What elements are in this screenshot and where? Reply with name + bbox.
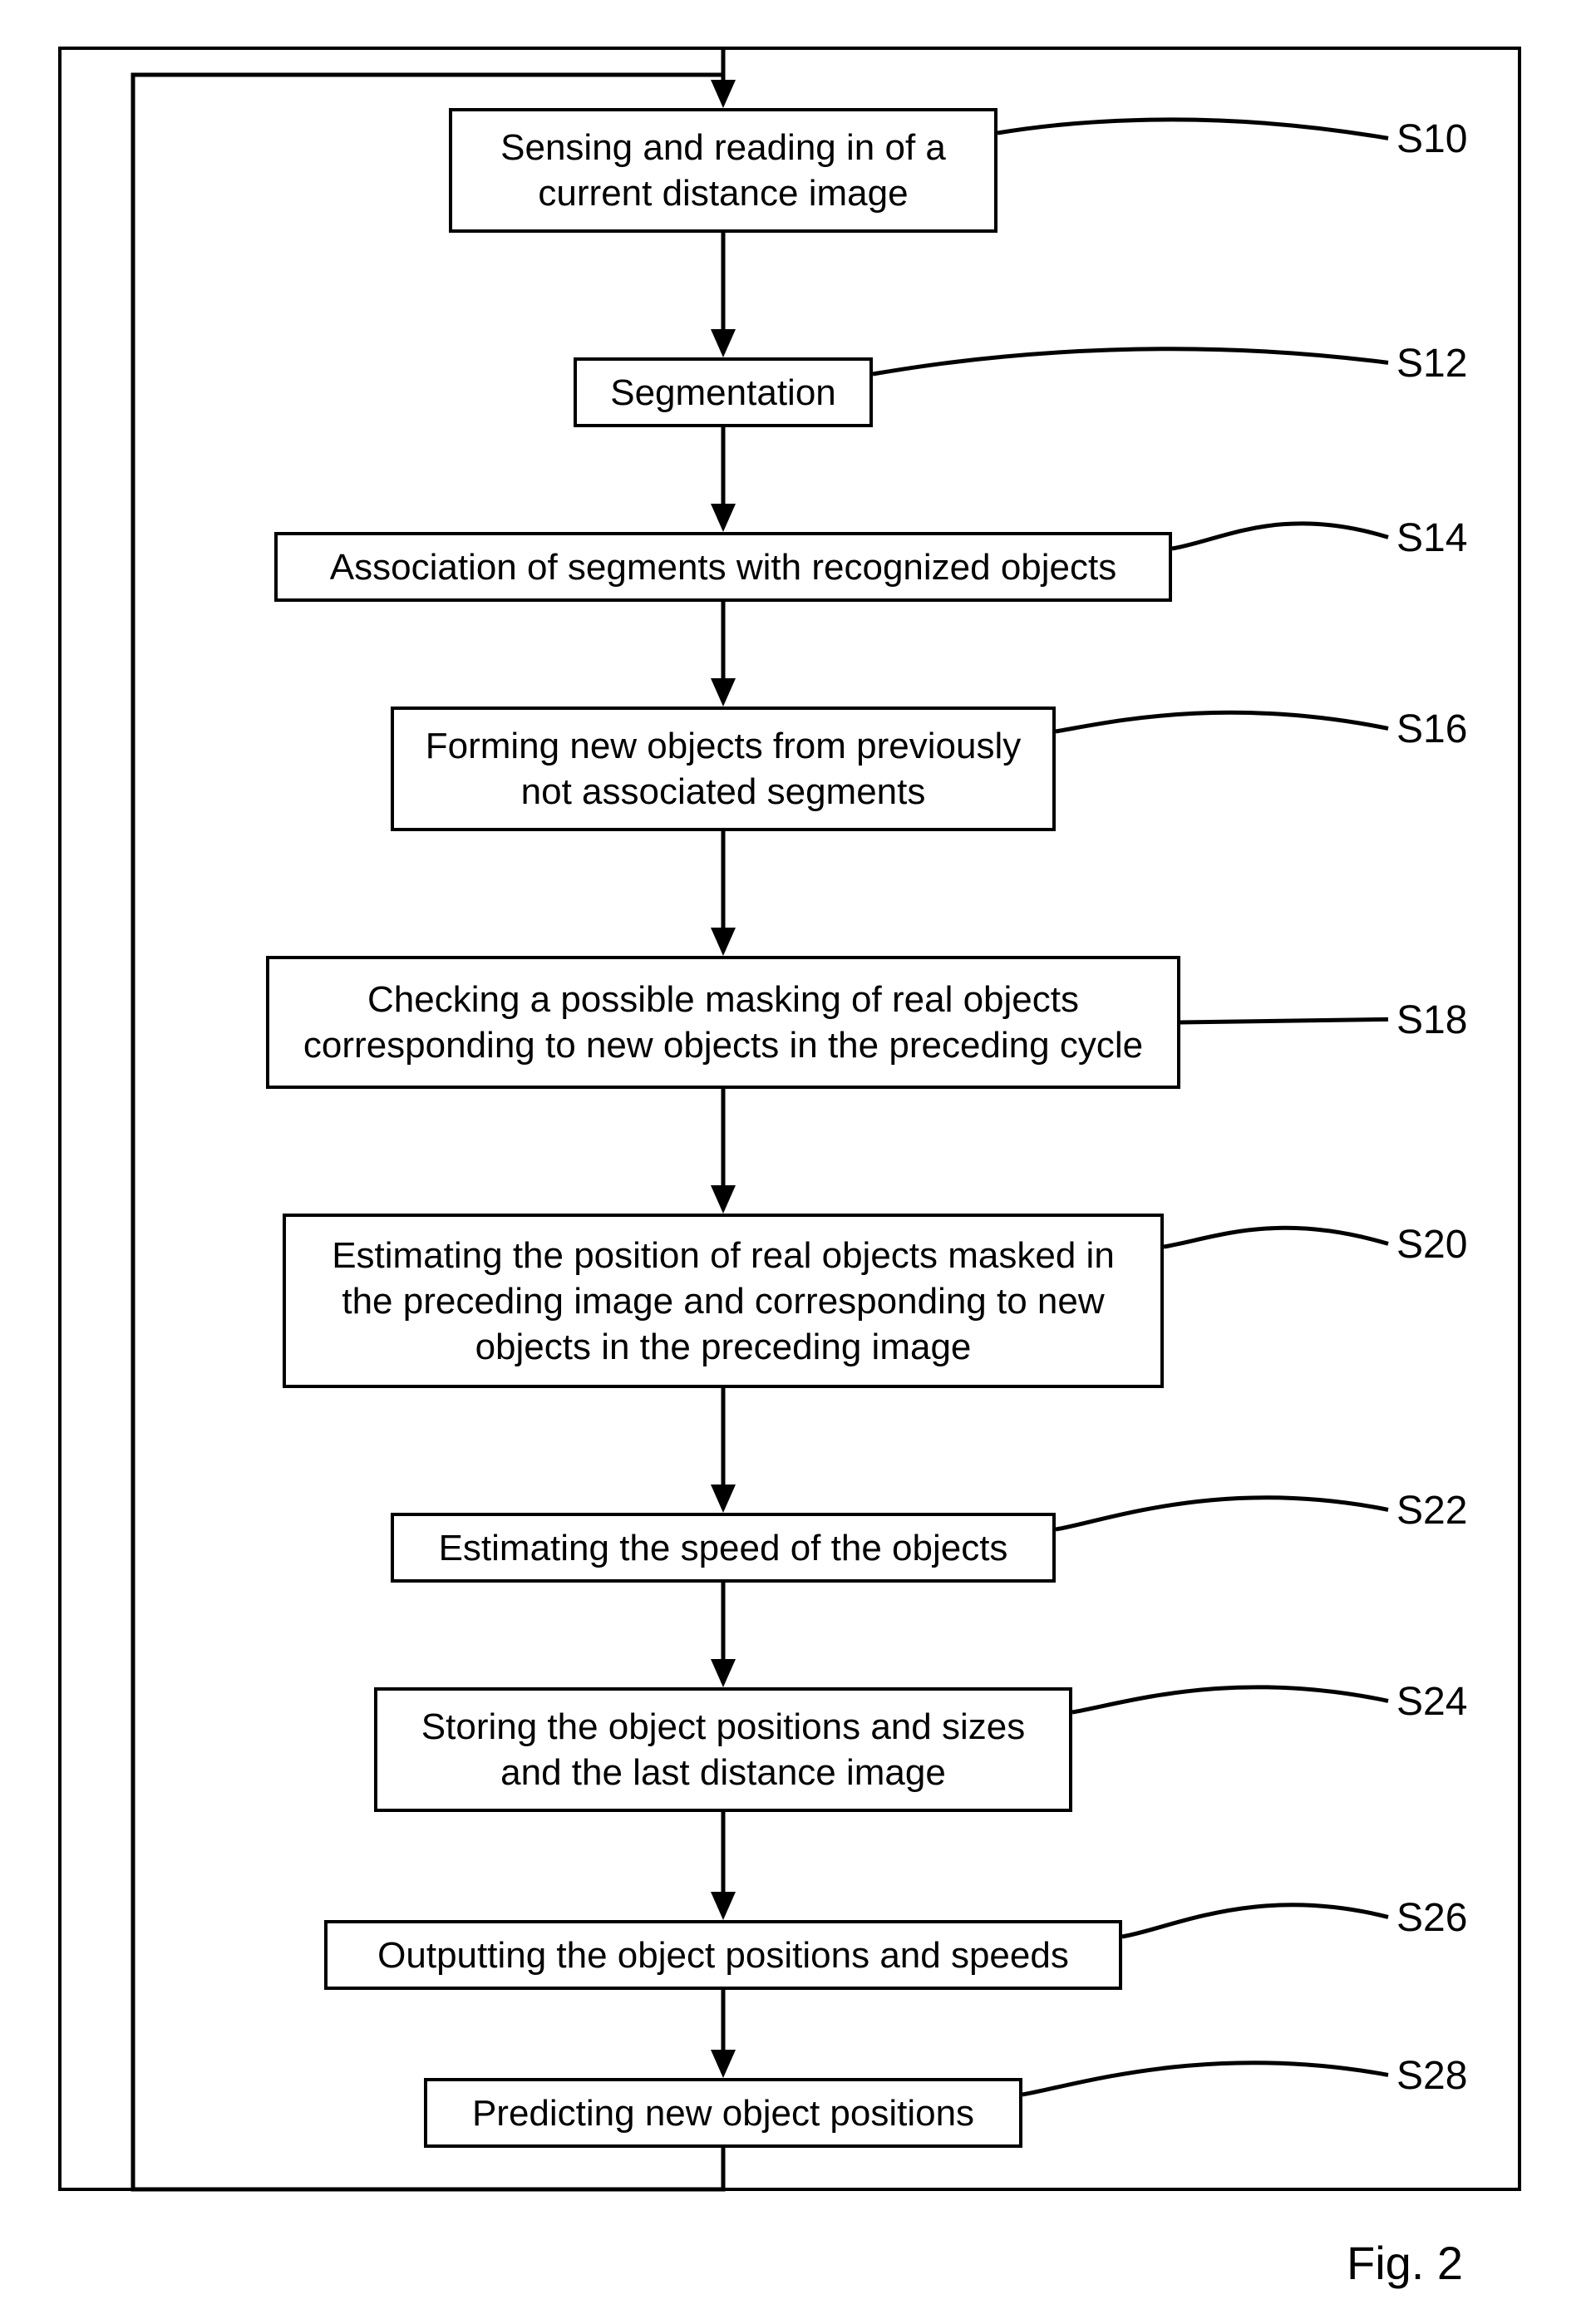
label-s10: S10 (1396, 116, 1467, 162)
node-s10-text: Sensing and reading in of acurrent dista… (500, 125, 946, 216)
node-s24: Storing the object positions and sizesan… (374, 1687, 1072, 1812)
node-s16-text: Forming new objects from previouslynot a… (426, 723, 1021, 815)
node-s14: Association of segments with recognized … (274, 532, 1172, 602)
node-s22-text: Estimating the speed of the objects (439, 1525, 1008, 1571)
label-s18: S18 (1396, 997, 1467, 1043)
node-s22: Estimating the speed of the objects (391, 1513, 1056, 1583)
node-s18: Checking a possible masking of real obje… (266, 956, 1180, 1089)
node-s28-text: Predicting new object positions (472, 2090, 974, 2136)
label-s16: S16 (1396, 707, 1467, 752)
node-s20: Estimating the position of real objects … (283, 1214, 1164, 1388)
label-s28: S28 (1396, 2053, 1467, 2099)
node-s14-text: Association of segments with recognized … (330, 544, 1117, 590)
node-s26: Outputting the object positions and spee… (324, 1920, 1122, 1990)
label-s26: S26 (1396, 1895, 1467, 1941)
node-s26-text: Outputting the object positions and spee… (377, 1933, 1069, 1978)
figure-label: Fig. 2 (1347, 2236, 1463, 2290)
node-s16: Forming new objects from previouslynot a… (391, 707, 1056, 831)
node-s20-text: Estimating the position of real objects … (332, 1233, 1115, 1370)
label-s20: S20 (1396, 1222, 1467, 1268)
node-s28: Predicting new object positions (424, 2078, 1022, 2148)
node-s10: Sensing and reading in of acurrent dista… (449, 108, 997, 233)
flowchart-canvas: Sensing and reading in of acurrent dista… (0, 0, 1591, 2324)
label-s14: S14 (1396, 515, 1467, 561)
label-s12: S12 (1396, 341, 1467, 387)
label-s24: S24 (1396, 1679, 1467, 1725)
node-s18-text: Checking a possible masking of real obje… (303, 977, 1143, 1068)
label-s22: S22 (1396, 1488, 1467, 1534)
node-s24-text: Storing the object positions and sizesan… (421, 1704, 1025, 1795)
node-s12: Segmentation (574, 357, 873, 427)
node-s12-text: Segmentation (610, 370, 836, 416)
